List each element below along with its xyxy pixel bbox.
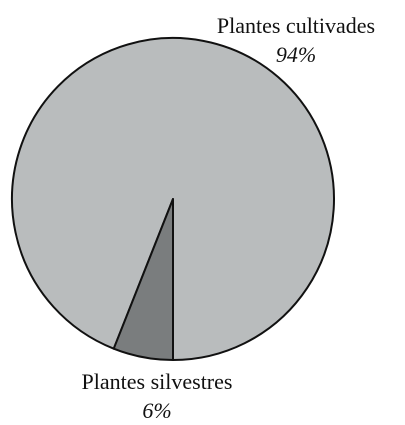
value-label: 6% xyxy=(142,398,171,423)
pie xyxy=(11,37,335,361)
pie-slice xyxy=(112,198,174,361)
slice-label: Plantes silvestres xyxy=(82,369,233,394)
value-label: 94% xyxy=(276,42,316,67)
slice-label: Plantes cultivades xyxy=(217,13,375,38)
